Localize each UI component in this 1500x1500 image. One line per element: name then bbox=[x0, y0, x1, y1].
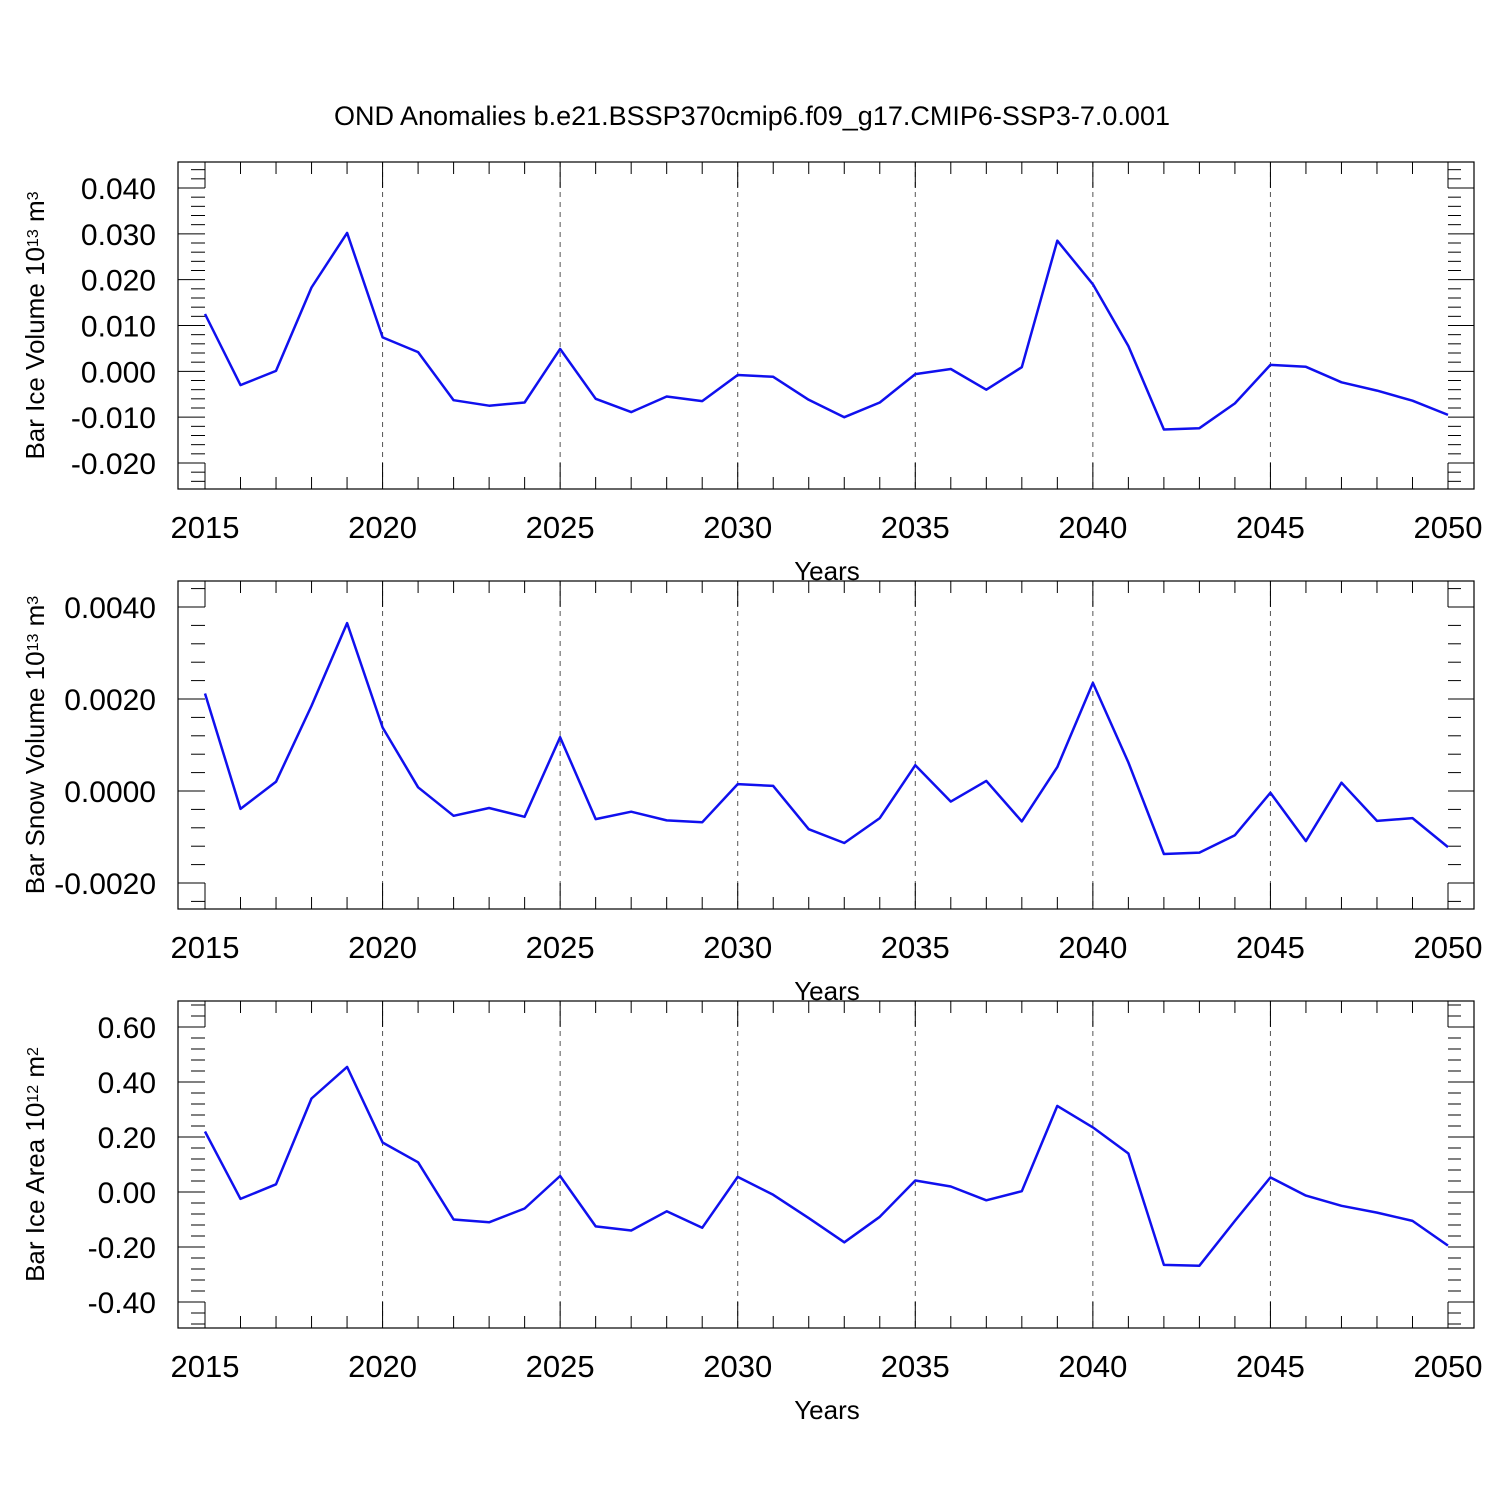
y-tick-label: 0.0040 bbox=[64, 592, 156, 625]
y-axis-label-superscript: 12 bbox=[25, 1085, 42, 1103]
y-tick-label: 0.0000 bbox=[64, 776, 156, 809]
x-tick-label: 2030 bbox=[703, 1349, 772, 1384]
y-tick-label: -0.20 bbox=[88, 1232, 156, 1265]
x-tick-label: 2040 bbox=[1058, 510, 1127, 545]
y-axis-label-text: Bar Ice Volume 10 bbox=[20, 247, 50, 459]
y-axis-label-superscript: 13 bbox=[25, 229, 42, 247]
x-tick-label: 2035 bbox=[881, 1349, 950, 1384]
y-axis-label: Bar Ice Area 1012 m2 bbox=[20, 1047, 50, 1282]
x-tick-label: 2025 bbox=[526, 930, 595, 965]
y-tick-label: -0.40 bbox=[88, 1287, 156, 1320]
x-tick-label: 2050 bbox=[1414, 510, 1483, 545]
x-tick-label: 2030 bbox=[703, 930, 772, 965]
y-tick-label: -0.020 bbox=[71, 448, 156, 481]
x-tick-label: 2040 bbox=[1058, 1349, 1127, 1384]
x-tick-label: 2025 bbox=[526, 1349, 595, 1384]
y-axis-label-text: m bbox=[20, 605, 50, 634]
x-tick-label: 2045 bbox=[1236, 1349, 1305, 1384]
y-tick-label: 0.030 bbox=[81, 219, 156, 252]
y-axis-label: Bar Snow Volume 1013 m3 bbox=[20, 596, 50, 895]
plot-frame bbox=[177, 580, 1475, 910]
x-tick-label: 2020 bbox=[348, 510, 417, 545]
y-axis-label-text: Bar Ice Area 10 bbox=[20, 1103, 50, 1282]
x-tick-label: 2035 bbox=[881, 930, 950, 965]
y-tick-label: 0.020 bbox=[81, 265, 156, 298]
x-tick-label: 2045 bbox=[1236, 510, 1305, 545]
data-series-line bbox=[203, 231, 1449, 431]
y-tick-label: 0.40 bbox=[98, 1067, 156, 1100]
y-axis-label-superscript: 3 bbox=[25, 191, 42, 200]
y-axis-label-superscript: 2 bbox=[25, 1047, 42, 1056]
x-axis-label: Years bbox=[794, 1395, 860, 1425]
y-axis-label: Bar Ice Volume 1013 m3 bbox=[20, 191, 50, 459]
y-tick-label: 0.20 bbox=[98, 1122, 156, 1155]
x-tick-label: 2050 bbox=[1414, 930, 1483, 965]
y-axis-label-superscript: 13 bbox=[25, 633, 42, 651]
x-tick-label: 2020 bbox=[348, 1349, 417, 1384]
y-tick-label: 0.00 bbox=[98, 1177, 156, 1210]
y-tick-label: -0.010 bbox=[71, 402, 156, 435]
x-tick-label: 2025 bbox=[526, 510, 595, 545]
x-tick-label: 2015 bbox=[171, 1349, 240, 1384]
plot-frame bbox=[177, 1000, 1475, 1329]
x-tick-label: 2030 bbox=[703, 510, 772, 545]
y-tick-label: 0.0020 bbox=[64, 684, 156, 717]
y-axis-label-text: Bar Snow Volume 10 bbox=[20, 651, 50, 894]
y-tick-label: -0.0020 bbox=[54, 868, 156, 901]
x-tick-label: 2040 bbox=[1058, 930, 1127, 965]
chart-panel-1: -0.020 -0.010 0.000 0.010 0.020 0.030 0.040 201… bbox=[20, 161, 1483, 586]
y-axis-label-text: m bbox=[20, 200, 50, 229]
y-axis-label-superscript: 3 bbox=[25, 596, 42, 605]
chart-title: OND Anomalies b.e21.BSSP370cmip6.f09_g17… bbox=[334, 101, 1170, 131]
chart-panel-2: -0.0020 0.0000 0.0020 0.0040 2015 2020 2025 203… bbox=[20, 580, 1483, 1006]
x-tick-label: 2045 bbox=[1236, 930, 1305, 965]
y-axis-label-text: m bbox=[20, 1056, 50, 1085]
y-tick-label: 0.040 bbox=[81, 173, 156, 206]
plot-frame bbox=[177, 161, 1475, 490]
data-series-line bbox=[203, 1065, 1449, 1267]
x-tick-label: 2050 bbox=[1414, 1349, 1483, 1384]
y-tick-label: 0.000 bbox=[81, 356, 156, 389]
chart-panel-3: -0.40 -0.20 0.00 0.20 0.40 0.60 2015 2020 2025 20… bbox=[20, 1000, 1483, 1425]
x-tick-label: 2035 bbox=[881, 510, 950, 545]
y-tick-label: 0.010 bbox=[81, 311, 156, 344]
x-tick-label: 2015 bbox=[171, 930, 240, 965]
x-tick-label: 2020 bbox=[348, 930, 417, 965]
data-series-line bbox=[203, 621, 1449, 856]
x-tick-label: 2015 bbox=[171, 510, 240, 545]
y-tick-label: 0.60 bbox=[98, 1012, 156, 1045]
